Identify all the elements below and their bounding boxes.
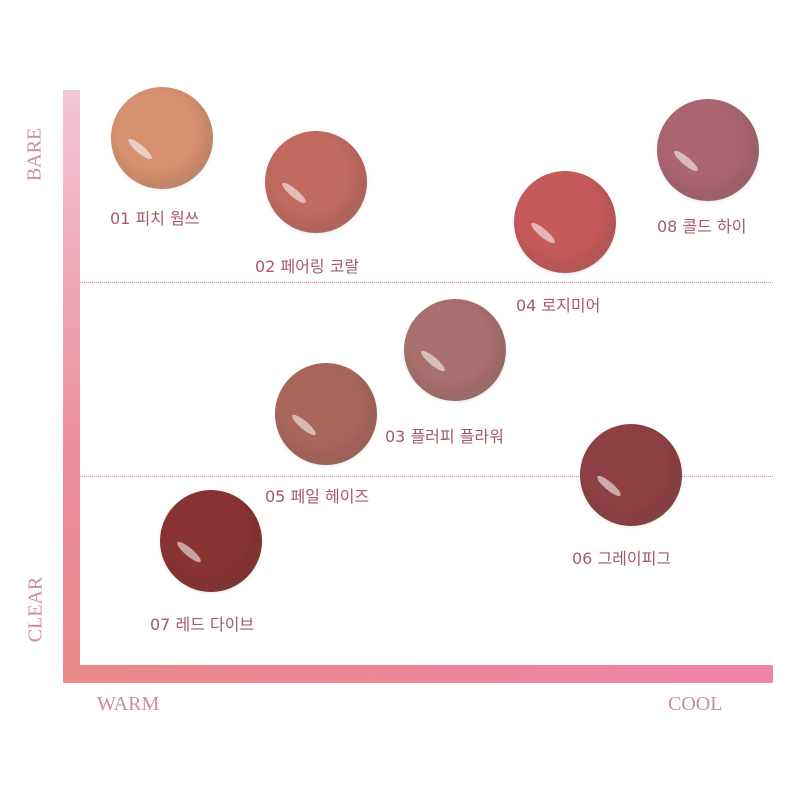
swatch-01 — [111, 87, 213, 189]
axis-label-bare: BARE — [23, 127, 46, 182]
swatch-08 — [657, 99, 759, 201]
swatch-label-02: 02 페어링 코랄 — [255, 257, 360, 276]
vertical-axis-bar — [63, 90, 80, 683]
swatch-label-04: 04 로지미어 — [516, 296, 601, 315]
swatch-label-08: 08 콜드 하이 — [657, 217, 747, 236]
axis-label-warm: WARM — [97, 693, 160, 715]
swatch-label-06: 06 그레이피그 — [572, 549, 672, 568]
swatch-label-01: 01 피치 웜쓰 — [110, 209, 200, 228]
axis-label-clear: CLEAR — [24, 576, 47, 643]
divider-line-lower — [80, 476, 773, 477]
swatch-03 — [404, 299, 506, 401]
swatch-04 — [514, 171, 616, 273]
swatch-label-07: 07 레드 다이브 — [150, 615, 255, 634]
swatch-label-03: 03 플러피 플라워 — [385, 427, 504, 446]
swatch-07 — [160, 490, 262, 592]
horizontal-axis-bar — [63, 665, 773, 683]
swatch-05 — [275, 363, 377, 465]
divider-line-upper — [80, 282, 773, 283]
swatch-label-05: 05 페일 헤이즈 — [265, 487, 370, 506]
swatch-02 — [265, 131, 367, 233]
swatch-06 — [580, 424, 682, 526]
axis-label-cool: COOL — [668, 693, 723, 715]
